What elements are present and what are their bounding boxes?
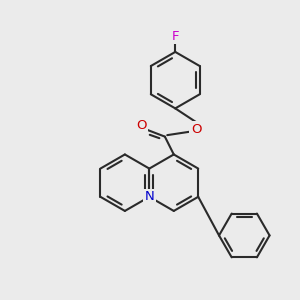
Text: F: F (172, 30, 179, 43)
Text: O: O (136, 119, 147, 132)
Text: N: N (144, 190, 154, 203)
Text: O: O (191, 123, 201, 136)
